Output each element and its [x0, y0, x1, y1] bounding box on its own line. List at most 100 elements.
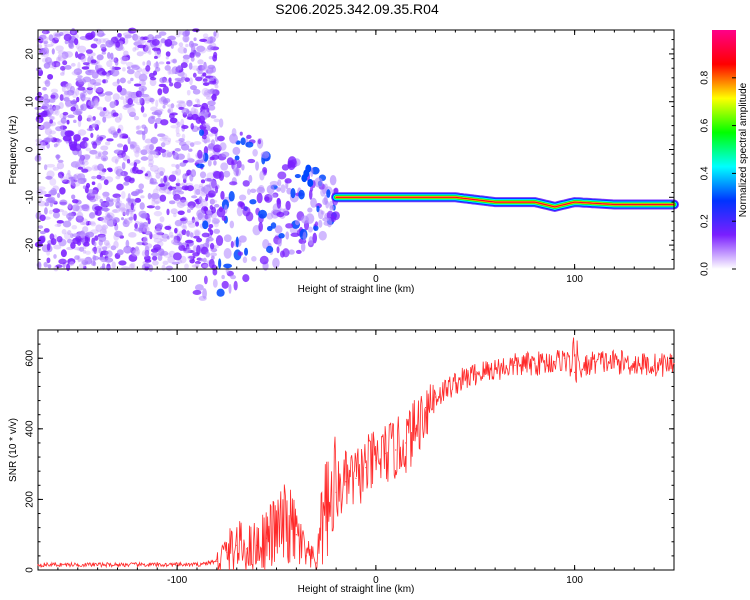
- heatmap-cell: [71, 204, 80, 212]
- heatmap-cell: [285, 223, 294, 229]
- heatmap-cell: [111, 209, 121, 214]
- heatmap-cell: [36, 186, 46, 191]
- heatmap-cell: [295, 249, 302, 254]
- heatmap-cell: [114, 158, 119, 165]
- heatmap-cell: [173, 81, 182, 89]
- heatmap-cell: [141, 81, 146, 86]
- heatmap-cell: [126, 158, 131, 164]
- heatmap-cell: [237, 251, 244, 256]
- heatmap-cell: [74, 143, 82, 152]
- heatmap-cell: [112, 81, 120, 87]
- heatmap-cell: [55, 45, 64, 52]
- heatmap-cell: [76, 173, 86, 181]
- heatmap-cell: [185, 239, 194, 244]
- heatmap-cell: [93, 241, 97, 247]
- snr-point: [564, 357, 566, 359]
- heatmap-cell: [97, 182, 102, 191]
- heatmap-cell: [105, 242, 111, 249]
- x-tick-label: 100: [566, 575, 583, 586]
- heatmap-cell: [94, 195, 101, 200]
- heatmap-cell: [214, 203, 220, 208]
- heatmap-cell: [119, 77, 126, 84]
- heatmap-cell: [55, 264, 63, 269]
- heatmap-cell: [249, 199, 257, 205]
- heatmap-cell: [137, 44, 146, 49]
- heatmap-cell: [87, 81, 94, 89]
- heatmap-cell: [196, 45, 206, 52]
- heatmap-cell: [129, 112, 137, 116]
- heatmap-cell: [96, 174, 102, 180]
- heatmap-cell: [92, 141, 98, 149]
- heatmap-cell: [212, 268, 218, 276]
- heatmap-cell: [36, 140, 44, 148]
- heatmap-cell: [196, 245, 201, 255]
- heatmap-cell: [223, 248, 232, 259]
- heatmap-cell: [212, 278, 218, 288]
- heatmap-cell: [112, 209, 118, 213]
- heatmap-cell: [86, 117, 91, 122]
- heatmap-cell: [277, 179, 282, 187]
- heatmap-cell: [305, 164, 312, 173]
- heatmap-cell: [43, 93, 49, 101]
- heatmap-cell: [72, 237, 81, 245]
- heatmap-cell: [219, 142, 227, 151]
- heatmap-cell: [198, 46, 207, 54]
- heatmap-cell: [46, 163, 56, 168]
- colorbar-tick-label: 0.6: [700, 118, 711, 132]
- snr-point: [156, 564, 158, 566]
- heatmap-cell: [242, 180, 250, 187]
- heatmap-cell: [68, 40, 74, 48]
- heatmap-cell: [232, 146, 241, 156]
- heatmap-cell: [149, 144, 155, 151]
- heatmap-cell: [95, 87, 103, 93]
- heatmap-cell: [213, 31, 217, 37]
- heatmap-cell: [95, 151, 105, 159]
- heatmap-cell: [165, 51, 171, 57]
- heatmap-cell: [191, 195, 198, 199]
- heatmap-cell: [198, 65, 203, 69]
- heatmap-cell: [190, 85, 198, 91]
- heatmap-cell: [169, 117, 178, 124]
- heatmap-cell: [95, 209, 102, 216]
- heatmap-cell: [48, 98, 56, 103]
- heatmap-cell: [100, 215, 109, 223]
- heatmap-cell: [175, 132, 181, 138]
- heatmap-cell: [259, 255, 269, 265]
- snr-point: [534, 362, 536, 365]
- heatmap-cell: [266, 225, 273, 232]
- heatmap-cell: [202, 220, 209, 230]
- heatmap-cell: [70, 241, 76, 249]
- heatmap-cell: [73, 134, 81, 142]
- heatmap-cell: [268, 193, 278, 199]
- heatmap-cell: [123, 248, 128, 253]
- heatmap-cell: [284, 178, 292, 184]
- heatmap-cell: [166, 208, 170, 216]
- heatmap-cell: [172, 187, 176, 192]
- heatmap-cell: [118, 131, 123, 140]
- snr-point: [196, 564, 198, 566]
- heatmap-cell: [316, 205, 320, 213]
- y-tick-label: 400: [25, 420, 36, 437]
- heatmap-cell: [91, 175, 97, 180]
- heatmap-cell: [105, 250, 113, 258]
- heatmap-cell: [179, 217, 187, 222]
- heatmap-cell: [300, 215, 309, 224]
- heatmap-cell: [114, 60, 119, 66]
- heatmap-cell: [201, 199, 206, 203]
- heatmap-cell: [188, 148, 193, 152]
- heatmap-cell: [270, 209, 280, 219]
- heatmap-cell: [277, 238, 282, 247]
- snr-point: [405, 442, 407, 444]
- heatmap-cell: [205, 96, 212, 100]
- heatmap-cell: [175, 182, 181, 187]
- heatmap-cell: [150, 252, 160, 257]
- snr-point: [305, 555, 307, 557]
- heatmap-cell: [194, 230, 200, 237]
- heatmap-cell: [177, 121, 181, 128]
- heatmap-cell: [53, 143, 58, 148]
- heatmap-cell: [74, 255, 80, 260]
- heatmap-cell: [148, 162, 154, 168]
- heatmap-cell: [80, 104, 84, 111]
- heatmap-cell: [60, 72, 65, 76]
- heatmap-cell: [157, 88, 163, 96]
